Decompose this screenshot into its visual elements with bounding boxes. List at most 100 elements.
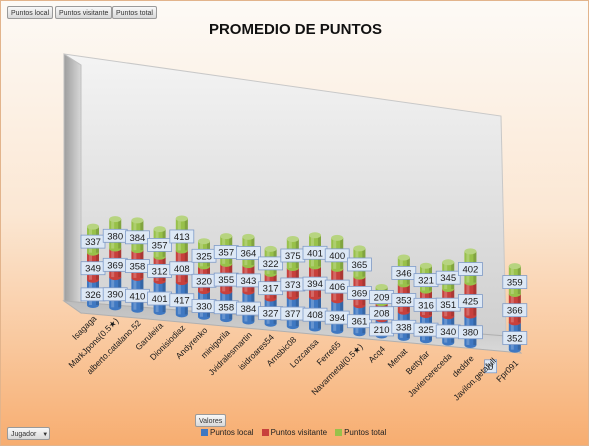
data-label-box	[502, 331, 528, 345]
data-label: 340	[435, 324, 461, 339]
data-label: 369	[346, 286, 372, 300]
data-label-text: 322	[263, 259, 279, 270]
data-label: 351	[435, 297, 461, 312]
chart-title: PROMEDIO DE PUNTOS	[208, 21, 383, 38]
field-button-puntos-local[interactable]: Puntos local	[7, 6, 54, 19]
data-label: 366	[502, 303, 528, 318]
data-label-text: 413	[174, 232, 190, 243]
data-label-box	[258, 256, 284, 271]
data-label: 400	[324, 248, 350, 263]
data-label-text: 316	[418, 300, 434, 311]
data-label: 410	[125, 288, 150, 303]
data-label: 369	[102, 257, 128, 272]
data-label: 408	[169, 261, 195, 276]
data-label: 375	[280, 248, 306, 263]
data-label: 357	[147, 238, 173, 252]
data-label-text: 402	[462, 264, 478, 275]
data-label: 337	[80, 234, 106, 249]
data-label: 325	[191, 248, 217, 263]
data-label-text: 365	[351, 260, 367, 271]
data-label: 355	[213, 272, 239, 287]
data-label-text: 327	[263, 309, 279, 320]
data-label-text: 353	[396, 296, 412, 307]
jugador-dropdown-label: Jugador	[11, 431, 37, 438]
data-label-text: 357	[152, 240, 168, 251]
data-label-box	[435, 270, 461, 285]
data-label: 408	[302, 307, 328, 322]
bar-top	[131, 217, 144, 224]
data-label: 316	[413, 297, 439, 312]
data-label-text: 380	[462, 328, 478, 339]
data-label-text: 359	[507, 278, 523, 289]
bar-top	[442, 259, 455, 266]
bar-top	[220, 233, 233, 240]
data-label: 352	[502, 331, 528, 345]
data-label: 312	[147, 263, 173, 278]
data-label-text: 208	[374, 309, 390, 320]
data-label: 330	[191, 299, 217, 313]
data-label-box	[147, 238, 173, 252]
data-label: 425	[457, 294, 483, 308]
data-label-box	[169, 261, 195, 276]
data-label-box	[484, 359, 498, 374]
data-label-text: 373	[285, 280, 301, 291]
data-label-text: 330	[196, 301, 212, 312]
data-label-text: 400	[329, 251, 345, 262]
data-label-box	[502, 275, 528, 289]
x-tick-label: Fpr091	[494, 358, 520, 384]
data-label-text: 375	[285, 251, 301, 262]
data-label: 384	[125, 230, 150, 245]
legend-item-visitante: Puntos visitante	[261, 428, 328, 437]
data-label: 401	[302, 245, 328, 260]
legend-swatch-visitante	[261, 429, 269, 436]
data-label: 353	[391, 293, 417, 307]
data-label-text: 401	[152, 294, 168, 305]
data-label-text: 394	[307, 279, 323, 290]
data-label-text: 369	[351, 288, 367, 299]
data-label-text: 408	[307, 310, 323, 321]
data-label: 380	[457, 325, 483, 340]
data-label-text: 410	[129, 291, 145, 302]
data-label-group: 326 349 337 390 369 380 410 358 384 401 312 357 417 4…	[80, 228, 528, 374]
data-label-box	[457, 294, 483, 308]
data-label-text: 312	[152, 266, 168, 277]
field-button-puntos-total[interactable]: Puntos total	[112, 6, 157, 19]
data-label: 417	[169, 293, 195, 308]
data-label-box	[369, 306, 395, 321]
bar-top	[242, 233, 255, 240]
legend-swatch-total	[335, 429, 343, 436]
data-label: 320	[191, 273, 217, 288]
side-wall	[63, 53, 82, 314]
bar-top	[397, 254, 410, 261]
data-label: 321	[413, 273, 439, 288]
data-label-text: 384	[129, 233, 145, 244]
data-label-box	[324, 248, 350, 263]
data-label-box	[502, 303, 528, 318]
x-tick-label: Javiercereceda	[406, 351, 454, 399]
data-label-text: 380	[107, 231, 123, 242]
legend-item-local: Puntos local	[201, 428, 254, 437]
data-label: 373	[280, 277, 306, 292]
jugador-dropdown[interactable]: Jugador ▼	[7, 427, 50, 440]
data-label-text: 321	[418, 276, 434, 287]
data-label: 349	[80, 261, 106, 276]
data-label-text: 358	[129, 262, 145, 273]
values-button[interactable]: Valores	[195, 414, 227, 427]
data-label: 357	[213, 245, 239, 259]
data-label-text: 364	[240, 249, 256, 260]
x-tick-label: Acq4	[366, 344, 387, 365]
bar-top	[353, 245, 366, 252]
data-label: 394	[302, 276, 328, 291]
data-label-text: 417	[174, 296, 190, 307]
data-label: 326	[80, 287, 106, 302]
bar-top	[87, 223, 99, 230]
data-label-text: 394	[329, 313, 345, 324]
legend-label-visitante: Puntos visitante	[270, 428, 328, 437]
data-label-text: 361	[351, 317, 367, 328]
field-button-puntos-visitante[interactable]: Puntos visitante	[55, 6, 113, 19]
data-label-text: 351	[440, 300, 456, 311]
bar-top	[198, 238, 210, 245]
data-label-text: 209	[374, 293, 390, 304]
data-label-text: 355	[218, 275, 234, 286]
